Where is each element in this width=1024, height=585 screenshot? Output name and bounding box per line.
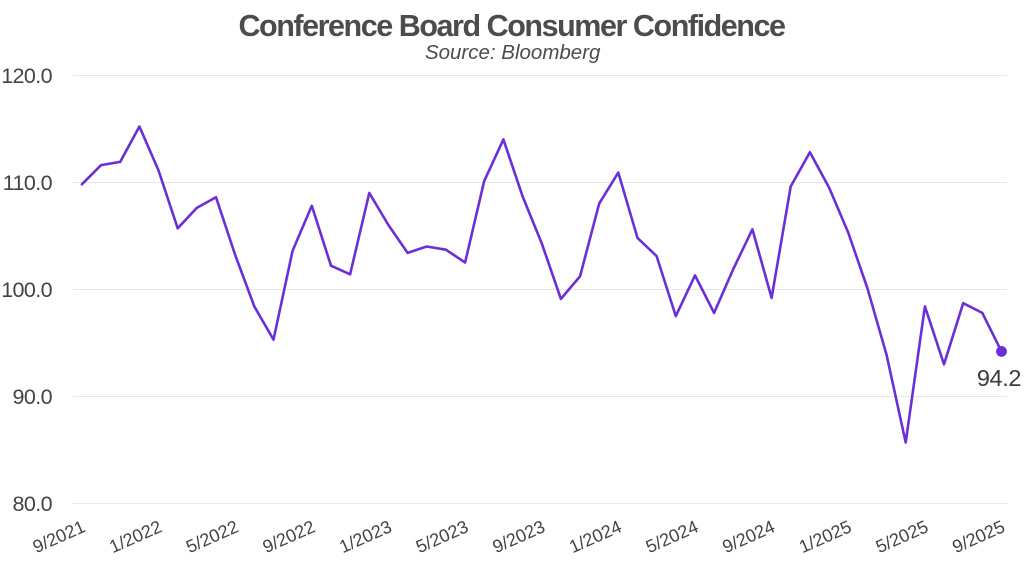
svg-text:94.2: 94.2 (977, 365, 1021, 391)
svg-text:120.0: 120.0 (1, 64, 52, 88)
svg-text:110.0: 110.0 (3, 171, 53, 195)
svg-text:Conference Board Consumer Conf: Conference Board Consumer Confidence (238, 9, 785, 43)
svg-text:90.0: 90.0 (13, 385, 53, 409)
svg-text:80.0: 80.0 (13, 492, 53, 516)
svg-text:100.0: 100.0 (1, 278, 52, 302)
svg-text:Source: Bloomberg: Source: Bloomberg (425, 41, 601, 64)
